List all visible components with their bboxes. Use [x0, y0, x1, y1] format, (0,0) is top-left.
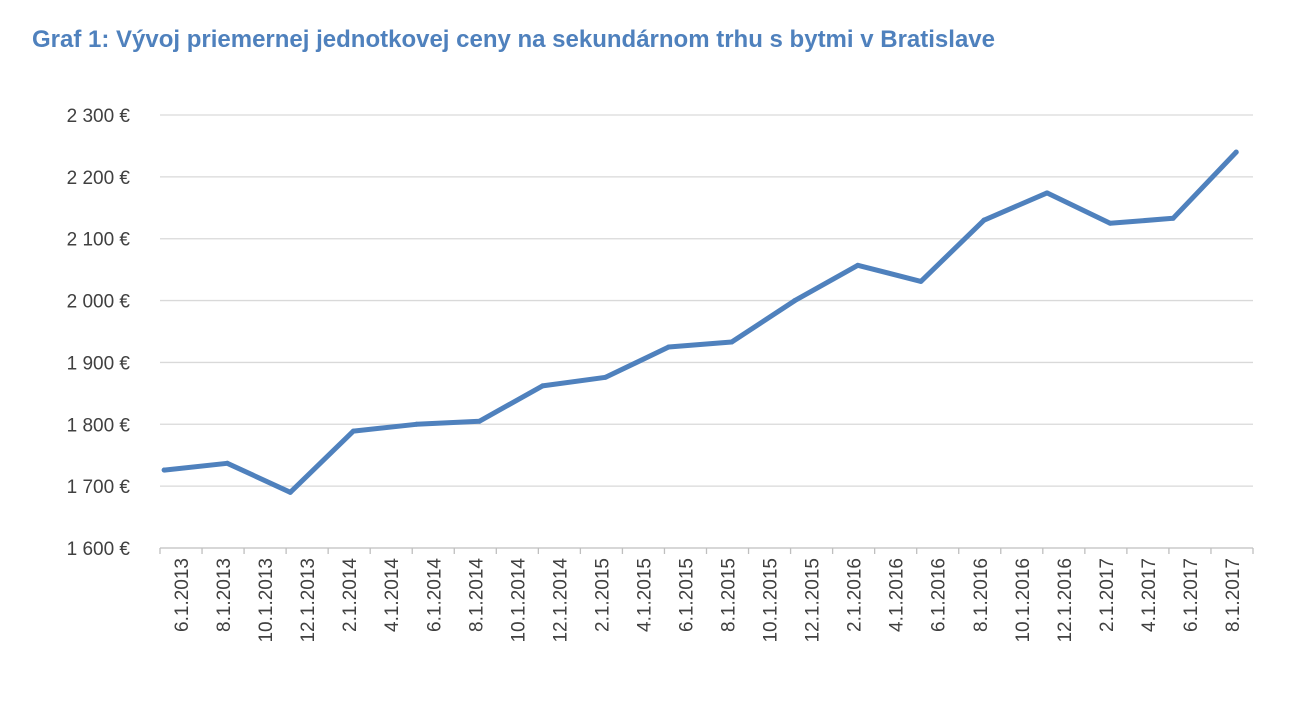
data-point	[161, 467, 167, 473]
data-point	[1233, 149, 1239, 155]
data-point	[855, 262, 861, 268]
data-point	[918, 278, 924, 284]
x-tick-label: 6.1.2014	[424, 558, 445, 632]
x-tick-label: 12.1.2013	[298, 558, 319, 643]
x-tick-label: 10.1.2013	[256, 558, 277, 643]
data-point	[350, 428, 356, 434]
data-point	[1107, 220, 1113, 226]
series-layer	[161, 149, 1239, 495]
x-tick-label: 12.1.2015	[803, 558, 824, 643]
x-tick-label: 2.1.2014	[340, 558, 361, 632]
data-point	[1044, 190, 1050, 196]
data-point	[287, 489, 293, 495]
data-point	[666, 344, 672, 350]
x-tick-label: 8.1.2014	[466, 558, 487, 632]
data-point	[540, 383, 546, 389]
x-tick-label: 4.1.2017	[1139, 558, 1160, 632]
x-tick-label: 10.1.2015	[761, 558, 782, 643]
x-tick-label: 2.1.2016	[845, 558, 866, 632]
x-tick-label: 12.1.2016	[1055, 558, 1076, 643]
x-tick-label: 10.1.2016	[1013, 558, 1034, 643]
x-tick-label: 2.1.2017	[1097, 558, 1118, 632]
x-tick-label: 12.1.2014	[550, 558, 571, 643]
x-tick-label: 6.1.2016	[929, 558, 950, 632]
y-tick-label: 2 000 €	[67, 292, 131, 313]
y-tick-label: 1 600 €	[67, 539, 131, 560]
y-tick-label: 1 900 €	[67, 353, 131, 374]
y-tick-label: 2 200 €	[67, 168, 131, 189]
y-axis-tick-labels: 1 600 € 1 700 € 1 800 € 1 900 € 2 000 € 2 100…	[67, 106, 131, 560]
x-tick-label: 10.1.2014	[508, 558, 529, 643]
x-tick-label: 8.1.2017	[1223, 558, 1244, 632]
data-point	[729, 339, 735, 345]
series-line	[161, 149, 1239, 495]
x-tick-label: 4.1.2016	[887, 558, 908, 632]
y-tick-label: 2 100 €	[67, 230, 131, 251]
chart-title: Graf 1: Vývoj priemernej jednotkovej cen…	[32, 26, 995, 53]
y-tick-label: 1 800 €	[67, 415, 131, 436]
x-tick-label: 8.1.2015	[719, 558, 740, 632]
x-tick-label: 4.1.2014	[382, 558, 403, 632]
x-tick-label: 6.1.2017	[1181, 558, 1202, 632]
data-point	[981, 217, 987, 223]
x-tick-label: 6.1.2013	[172, 558, 193, 632]
x-axis-tick-labels: 6.1.2013 8.1.2013 10.1.2013 12.1.2013 2.1.20…	[172, 558, 1244, 643]
data-point	[1170, 215, 1176, 221]
gridlines	[160, 114, 1253, 487]
x-tick-label: 4.1.2015	[634, 558, 655, 632]
x-tick-label: 8.1.2013	[214, 558, 235, 632]
y-tick-label: 1 700 €	[67, 477, 131, 498]
x-axis	[159, 547, 1254, 554]
data-point	[476, 418, 482, 424]
x-tick-label: 2.1.2015	[592, 558, 613, 632]
data-point	[603, 374, 609, 380]
y-tick-label: 2 300 €	[67, 106, 131, 127]
data-point	[413, 421, 419, 427]
data-point	[224, 460, 230, 466]
x-tick-label: 6.1.2015	[676, 558, 697, 632]
data-point	[792, 298, 798, 304]
x-tick-label: 8.1.2016	[971, 558, 992, 632]
